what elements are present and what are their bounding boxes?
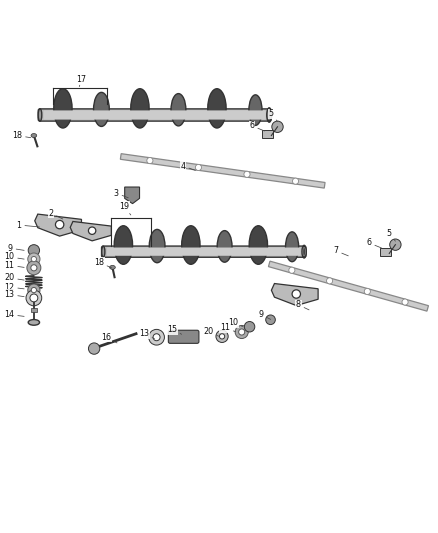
- Ellipse shape: [114, 226, 133, 264]
- Ellipse shape: [149, 229, 165, 263]
- Text: 3: 3: [114, 189, 128, 198]
- Circle shape: [244, 171, 250, 177]
- Ellipse shape: [31, 134, 37, 138]
- Text: 9: 9: [8, 244, 24, 253]
- Text: 16: 16: [101, 333, 117, 343]
- Text: 7: 7: [333, 246, 348, 256]
- Text: 8: 8: [296, 301, 309, 310]
- Polygon shape: [272, 284, 318, 305]
- Circle shape: [219, 334, 225, 339]
- Circle shape: [402, 299, 408, 305]
- Text: 18: 18: [94, 257, 112, 268]
- Ellipse shape: [110, 265, 115, 269]
- Bar: [120, 154, 325, 188]
- Text: 18: 18: [12, 131, 31, 140]
- Circle shape: [26, 290, 42, 306]
- Bar: [262, 130, 273, 138]
- FancyBboxPatch shape: [168, 330, 199, 343]
- Circle shape: [216, 330, 228, 343]
- Circle shape: [327, 278, 332, 284]
- Circle shape: [364, 288, 371, 295]
- Circle shape: [27, 261, 41, 275]
- Bar: [268, 261, 428, 311]
- Text: 6: 6: [367, 238, 381, 248]
- Text: 17: 17: [76, 75, 87, 87]
- Text: 2: 2: [48, 209, 63, 219]
- Ellipse shape: [249, 226, 268, 264]
- Circle shape: [28, 284, 40, 296]
- Ellipse shape: [208, 88, 226, 128]
- Ellipse shape: [94, 92, 109, 126]
- Text: 13: 13: [4, 290, 24, 299]
- Ellipse shape: [54, 88, 72, 128]
- Circle shape: [31, 256, 36, 262]
- Text: 10: 10: [228, 318, 243, 327]
- Text: 5: 5: [269, 109, 278, 122]
- Ellipse shape: [302, 245, 306, 258]
- Text: 20: 20: [204, 327, 219, 336]
- Circle shape: [244, 321, 255, 332]
- Ellipse shape: [217, 231, 232, 262]
- Text: 5: 5: [387, 229, 396, 241]
- Ellipse shape: [171, 94, 186, 126]
- Circle shape: [292, 290, 300, 298]
- Circle shape: [88, 227, 96, 235]
- Ellipse shape: [102, 246, 105, 257]
- Text: 6: 6: [250, 122, 265, 131]
- Text: 14: 14: [4, 310, 24, 319]
- Circle shape: [31, 265, 37, 271]
- FancyBboxPatch shape: [43, 110, 266, 119]
- Circle shape: [195, 164, 201, 171]
- FancyBboxPatch shape: [102, 246, 306, 257]
- Ellipse shape: [182, 226, 200, 264]
- Ellipse shape: [38, 109, 42, 121]
- FancyBboxPatch shape: [38, 109, 271, 121]
- Circle shape: [390, 239, 401, 251]
- Circle shape: [149, 329, 164, 345]
- Text: 9: 9: [258, 310, 271, 319]
- Text: 1: 1: [17, 221, 39, 230]
- Polygon shape: [70, 222, 111, 241]
- Bar: [380, 248, 391, 256]
- Ellipse shape: [131, 88, 149, 128]
- Circle shape: [147, 158, 153, 164]
- Text: 10: 10: [4, 253, 24, 261]
- Circle shape: [30, 294, 38, 302]
- Circle shape: [28, 245, 39, 256]
- Circle shape: [293, 178, 299, 184]
- Ellipse shape: [249, 95, 262, 125]
- Circle shape: [272, 121, 283, 133]
- Ellipse shape: [267, 108, 272, 122]
- Circle shape: [235, 326, 248, 338]
- Text: 13: 13: [139, 329, 155, 338]
- Circle shape: [289, 267, 295, 273]
- Polygon shape: [125, 187, 140, 204]
- Circle shape: [88, 343, 100, 354]
- Circle shape: [153, 334, 160, 341]
- Text: 4: 4: [181, 161, 195, 171]
- Ellipse shape: [286, 232, 299, 262]
- Circle shape: [56, 220, 64, 229]
- Ellipse shape: [28, 320, 39, 325]
- FancyBboxPatch shape: [107, 247, 300, 256]
- Text: 11: 11: [4, 261, 24, 270]
- Text: 20: 20: [4, 273, 24, 282]
- Bar: [31, 308, 37, 312]
- Polygon shape: [35, 214, 81, 236]
- Text: 15: 15: [167, 325, 182, 334]
- Circle shape: [239, 329, 245, 335]
- Text: 11: 11: [220, 323, 236, 332]
- Text: 12: 12: [4, 282, 24, 292]
- Circle shape: [31, 287, 36, 293]
- Text: 19: 19: [119, 202, 131, 215]
- Ellipse shape: [268, 110, 271, 120]
- Circle shape: [266, 315, 276, 325]
- Ellipse shape: [303, 247, 305, 256]
- Circle shape: [28, 253, 40, 265]
